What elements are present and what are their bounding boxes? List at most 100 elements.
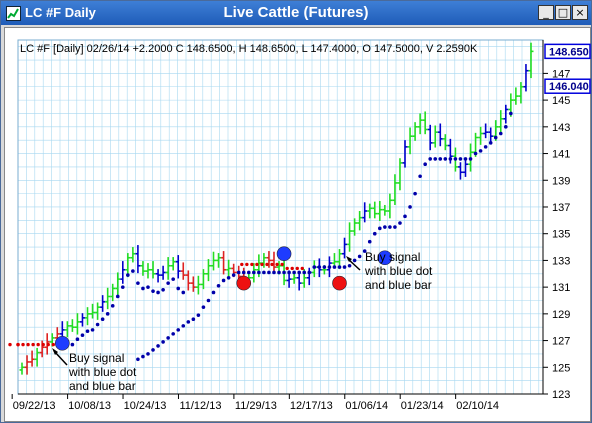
price-bar [165, 257, 171, 280]
price-bar [170, 257, 176, 271]
price-bar [402, 140, 408, 168]
buy-signal-annotation-1: Buy signal with blue dot and blue bar [52, 348, 137, 393]
price-bar [342, 237, 348, 259]
stop-dot-blue [307, 270, 312, 275]
stop-dot-blue [337, 265, 342, 269]
price-bar [205, 259, 211, 282]
stop-dot-blue [90, 328, 95, 332]
stop-dot-blue [126, 273, 130, 277]
stop-dot-blue [342, 265, 347, 269]
price-bar [478, 126, 484, 145]
price-bar [357, 210, 363, 231]
price-bar [160, 265, 166, 280]
price-bar [100, 295, 106, 312]
price-bar [24, 355, 30, 375]
signal-dot-red [332, 275, 347, 291]
stop-dot-blue [201, 305, 206, 309]
stop-dot-blue [357, 254, 362, 259]
stop-dot-blue [453, 157, 458, 161]
y-tick-label: 129 [552, 309, 570, 321]
price-bar [306, 267, 312, 286]
price-bar [437, 123, 443, 147]
price-bar [145, 263, 151, 279]
stop-dot-blue [146, 285, 150, 289]
price-bar [291, 273, 297, 284]
y-tick-label: 131 [552, 282, 570, 294]
signal-dot-blue [55, 335, 70, 351]
stop-dot-blue [85, 329, 90, 334]
price-bar [120, 261, 126, 284]
stop-dot-blue [493, 135, 498, 140]
maximize-button[interactable]: □ [555, 5, 571, 20]
stop-dot-blue [136, 281, 140, 285]
stop-dot-blue [378, 226, 382, 231]
price-bar [432, 125, 438, 148]
title-bar[interactable]: LC #F Daily Live Cattle (Futures) _ □ × [1, 1, 591, 25]
stop-dot-blue [146, 352, 150, 356]
price-bar [412, 122, 418, 141]
close-button[interactable]: × [572, 5, 588, 20]
stop-dot-blue [151, 289, 155, 293]
price-bar [175, 255, 181, 279]
stop-dot-red [265, 262, 269, 267]
stop-dot-blue [317, 265, 322, 269]
annotation-2-line-1: Buy signal [365, 250, 420, 264]
signal-dot-blue [377, 250, 393, 266]
price-bar [59, 321, 65, 339]
stop-dot-red [31, 342, 35, 347]
price-bar [271, 251, 277, 272]
stop-dot-red [245, 262, 249, 267]
stop-dot-blue [277, 270, 281, 275]
x-tick-label: 10/08/13 [68, 400, 111, 412]
price-bar [105, 287, 111, 310]
trailing-stop-dots [8, 111, 513, 362]
quote-info-line: LC #F [Daily] 02/26/14 +2.2000 C 148.650… [20, 43, 478, 55]
plot-border [17, 39, 544, 395]
stop-dot-blue [136, 357, 140, 362]
annotation-arrowhead [346, 256, 352, 262]
stop-dot-blue [408, 205, 412, 209]
stop-dot-blue [75, 337, 80, 342]
price-bar [367, 203, 373, 219]
price-bar [382, 204, 388, 216]
stop-dot-blue [141, 286, 145, 291]
price-bar [95, 302, 101, 320]
stop-dot-red [300, 266, 304, 271]
y-tick-label: 135 [552, 229, 570, 241]
stop-dot-red [16, 342, 20, 347]
stop-dot-red [51, 342, 55, 347]
price-bar [221, 251, 227, 275]
price-bar [442, 134, 448, 151]
stop-dot-blue [70, 342, 75, 347]
price-bar [528, 42, 534, 79]
price-bar [462, 157, 468, 177]
stop-dot-blue [176, 286, 181, 291]
x-tick-label: 01/06/14 [345, 400, 388, 412]
buy-signal-annotation-2: Buy signal with blue dot and blue bar [346, 250, 433, 292]
stop-dot-blue [211, 290, 216, 295]
stop-dot-blue [443, 157, 448, 161]
price-bar [85, 307, 91, 326]
price-bar [392, 174, 398, 205]
stop-dot-blue [423, 162, 427, 167]
minimize-button[interactable]: _ [538, 5, 554, 20]
price-bar [417, 113, 423, 135]
stop-dot-red [275, 262, 279, 267]
price-labels: 148.650 146.040 [544, 43, 591, 94]
stop-dot-blue [241, 270, 246, 275]
stop-dot-blue [115, 294, 120, 299]
price-bar [79, 313, 85, 327]
stop-dot-blue [236, 270, 241, 275]
stop-dot-blue [302, 270, 307, 275]
stop-dot-blue [413, 191, 417, 196]
price-bar [362, 202, 368, 223]
stop-dot-blue [322, 265, 327, 269]
plot-area-border [17, 39, 544, 395]
price-bar [155, 269, 161, 283]
price-label: 146.040 [544, 78, 591, 94]
price-bar [115, 272, 121, 296]
stop-dot-blue [509, 111, 513, 116]
window-title: Live Cattle (Futures) [223, 4, 369, 21]
stop-dot-blue [252, 270, 256, 275]
